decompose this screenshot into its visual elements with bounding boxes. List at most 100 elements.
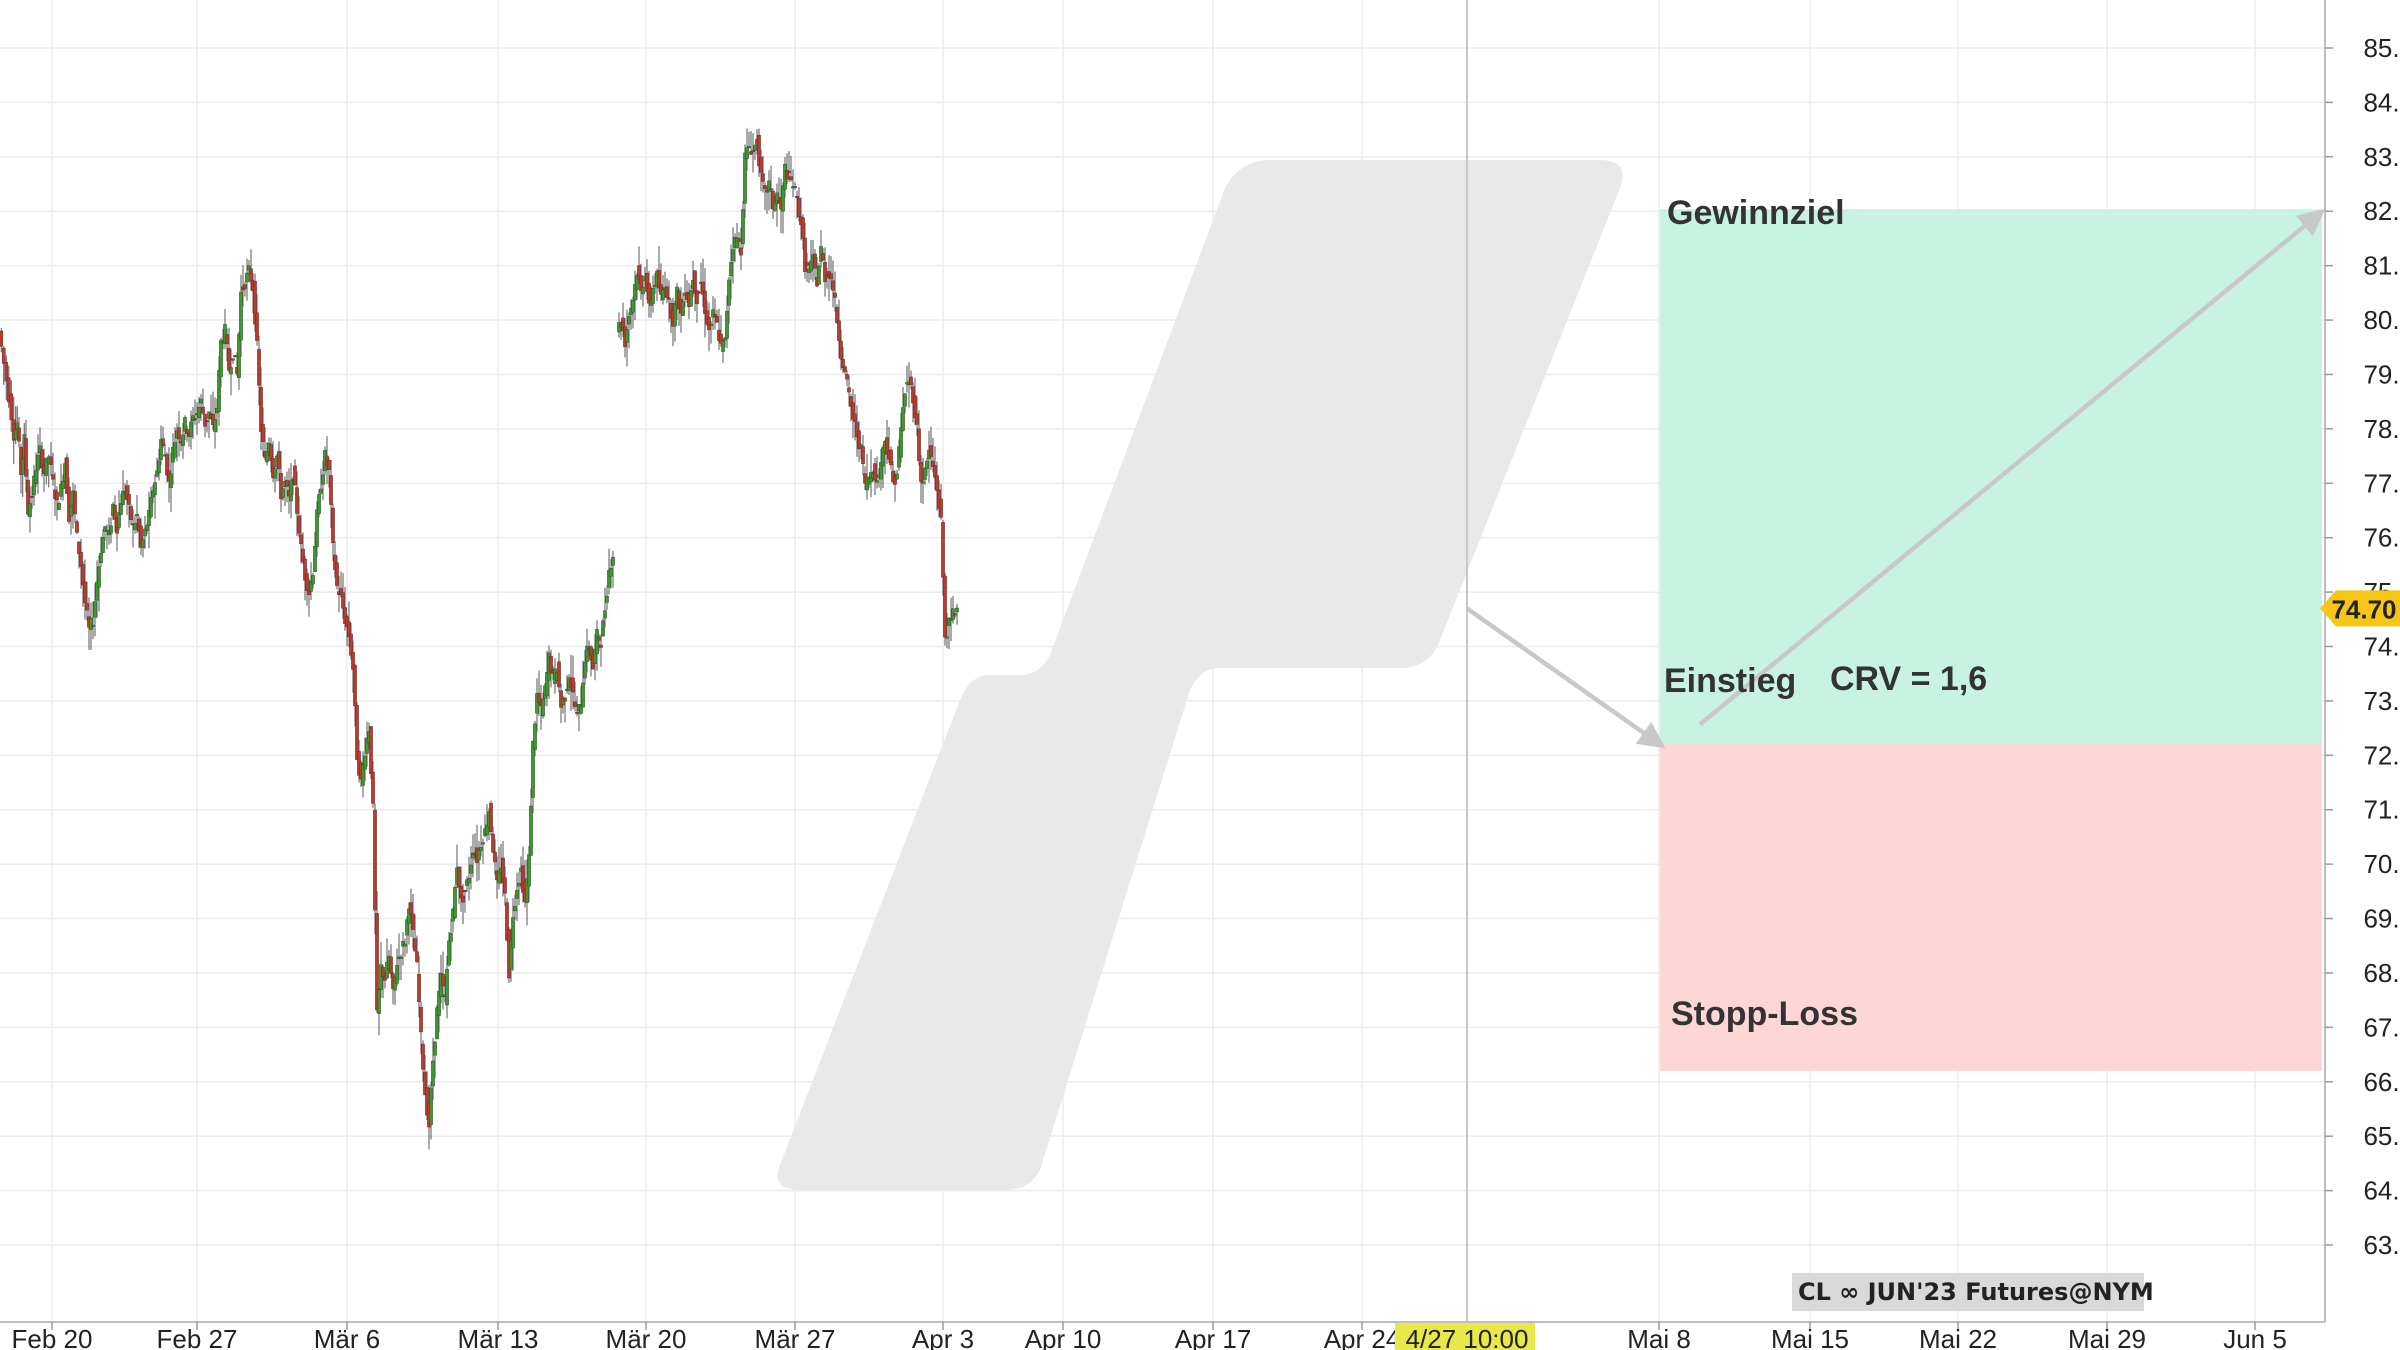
crv-label: CRV = 1,6 <box>1830 660 1987 698</box>
candle-body <box>61 481 65 489</box>
candle <box>185 425 189 442</box>
candle-body <box>199 398 203 404</box>
candle <box>791 169 795 198</box>
candle-body <box>831 280 835 291</box>
candle <box>36 434 40 494</box>
candle <box>541 692 545 719</box>
candle <box>141 536 145 558</box>
y-tick-label: 76.00 <box>2363 523 2400 553</box>
candle-body <box>133 523 137 531</box>
candle-body <box>875 480 879 483</box>
y-tick-label: 74.00 <box>2363 632 2400 662</box>
candle <box>739 227 743 271</box>
candle <box>901 387 905 432</box>
candle <box>203 413 207 438</box>
candle <box>73 484 77 523</box>
candle <box>449 919 453 962</box>
candle <box>181 422 185 459</box>
candle-body <box>381 967 385 977</box>
candle-body <box>575 711 579 714</box>
candle-body <box>261 424 265 443</box>
candle-body <box>803 237 807 272</box>
x-tick-label: Mai 29 <box>2068 1324 2146 1350</box>
y-tick-label: 85.00 <box>2363 33 2400 63</box>
candle-body <box>817 265 821 285</box>
candle <box>851 388 855 439</box>
candle-body <box>109 525 113 534</box>
candle-body <box>719 333 723 344</box>
candle-body <box>91 624 95 627</box>
candle-body <box>873 463 877 481</box>
candle-body <box>893 476 897 485</box>
candle-body <box>601 620 605 637</box>
candle-body <box>431 1060 435 1087</box>
candle-body <box>529 805 533 856</box>
candle <box>9 380 14 432</box>
candle-body <box>24 438 28 477</box>
y-tick-label: 80.00 <box>2363 305 2400 335</box>
candle <box>505 898 509 942</box>
candle <box>709 321 713 344</box>
candle-body <box>463 890 467 893</box>
candle <box>841 347 845 374</box>
candle-body <box>145 525 149 531</box>
candle-body <box>729 262 733 276</box>
candle <box>355 702 359 761</box>
candle-body <box>311 575 315 585</box>
candle-body <box>9 393 14 421</box>
x-tick-label: Jun 5 <box>2223 1324 2287 1350</box>
candle-body <box>673 303 677 327</box>
candle-body <box>305 573 309 591</box>
candle <box>17 416 21 447</box>
candle-body <box>205 420 209 423</box>
candle-body <box>231 358 235 361</box>
candle <box>531 740 535 814</box>
candle <box>605 585 609 611</box>
candle <box>331 503 335 562</box>
candle <box>183 415 187 440</box>
candle-body <box>75 521 79 533</box>
candle <box>661 275 665 305</box>
candle <box>311 572 315 589</box>
candle <box>419 1001 423 1055</box>
candle-body <box>609 567 613 577</box>
candle-body <box>789 176 793 180</box>
candle-body <box>369 726 373 774</box>
candle-body <box>839 340 843 360</box>
candle-body <box>595 629 599 655</box>
candle-body <box>695 290 699 304</box>
candle-body <box>493 851 497 863</box>
y-tick-label: 65.00 <box>2363 1121 2400 1151</box>
candle <box>233 355 237 358</box>
candle <box>129 504 133 525</box>
candle <box>383 971 387 989</box>
x-tick-label: Mai 22 <box>1919 1324 1997 1350</box>
candle <box>681 292 685 317</box>
candle-body <box>611 556 615 566</box>
candle-body <box>67 486 71 522</box>
candle-body <box>445 968 449 1006</box>
candle <box>515 872 519 922</box>
candle-body <box>453 887 457 918</box>
cursor-date-tag <box>1395 1323 1535 1350</box>
candle-body <box>505 902 509 941</box>
candle <box>401 931 405 966</box>
candle <box>511 898 515 971</box>
candle <box>695 289 699 323</box>
x-tick-label: Mai 15 <box>1771 1324 1849 1350</box>
candle <box>833 271 837 312</box>
candle <box>611 550 615 588</box>
candle <box>813 249 817 280</box>
candle-body <box>129 506 133 521</box>
candle-body <box>943 575 947 638</box>
candle <box>641 280 645 307</box>
instrument-label: CL ∞ JUN'23 Futures@NYM <box>1798 1278 2154 1306</box>
candle-body <box>527 854 531 887</box>
candle <box>97 555 101 612</box>
candle-body <box>935 475 939 491</box>
candle <box>399 954 403 981</box>
candle-body <box>213 419 217 432</box>
candle-body <box>449 933 453 942</box>
candle-body <box>383 976 387 981</box>
